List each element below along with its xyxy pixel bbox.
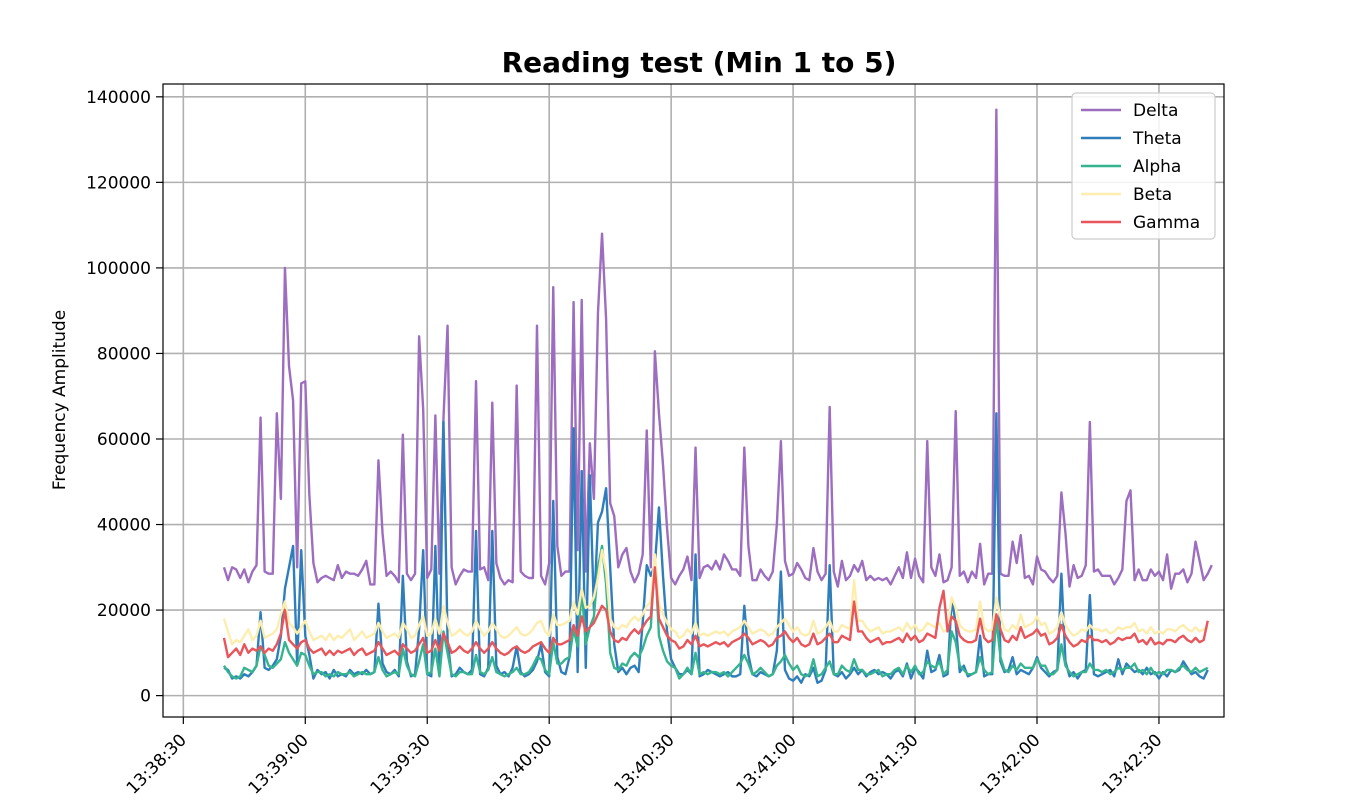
y-tick-label: 80000 (97, 344, 151, 364)
y-tick-label: 120000 (86, 173, 151, 193)
plot-frame (162, 83, 1225, 718)
axis-ticks: 13:38:30 13:39:00 13:39:30 13:40:00 13:40:30… (86, 88, 1166, 799)
series-line-beta (222, 549, 1209, 646)
series-line-theta (223, 412, 1209, 684)
y-tick-label: 60000 (97, 430, 151, 450)
x-tick-label: 13:39:00 (245, 730, 313, 798)
y-tick-label: 140000 (86, 88, 151, 108)
series-line-delta (222, 108, 1213, 590)
legend-label-beta: Beta (1133, 185, 1172, 205)
y-tick-label: 20000 (97, 601, 151, 621)
y-axis-label: Frequency Amplitude (50, 310, 70, 490)
x-tick-label: 13:42:00 (976, 730, 1044, 798)
grid-lines (163, 84, 1224, 717)
y-tick-label: 0 (140, 687, 151, 707)
chart-title: Reading test (Min 1 to 5) (502, 46, 897, 79)
x-tick-label: 13:40:00 (489, 730, 557, 798)
series-line-gamma (222, 566, 1209, 659)
x-tick-label: 13:40:30 (611, 730, 679, 798)
legend-label-theta: Theta (1132, 129, 1182, 149)
legend: Delta Theta Alpha Beta Gamma (1071, 92, 1216, 240)
legend-label-gamma: Gamma (1133, 213, 1200, 233)
x-tick-label: 13:38:30 (123, 730, 191, 798)
legend-label-delta: Delta (1133, 101, 1178, 121)
legend-label-alpha: Alpha (1133, 157, 1181, 177)
series-line-alpha (222, 544, 1209, 680)
legend-box (1071, 92, 1216, 240)
y-tick-label: 100000 (86, 259, 151, 279)
x-tick-label: 13:41:00 (732, 730, 800, 798)
x-tick-label: 13:41:30 (854, 730, 922, 798)
x-tick-label: 13:42:30 (1098, 730, 1166, 798)
y-tick-label: 40000 (97, 516, 151, 536)
series-lines (222, 108, 1213, 684)
x-tick-label: 13:39:30 (367, 730, 435, 798)
